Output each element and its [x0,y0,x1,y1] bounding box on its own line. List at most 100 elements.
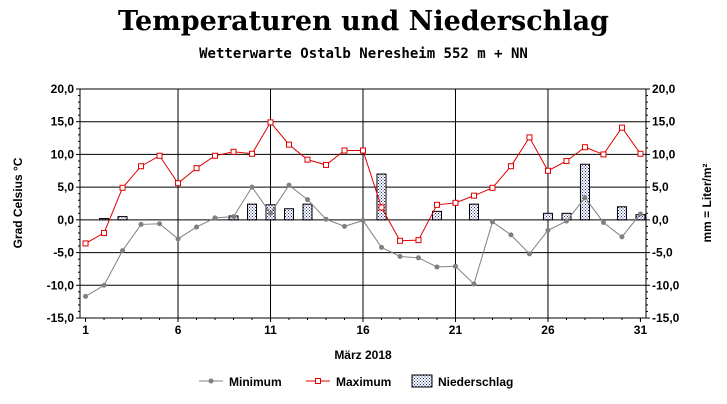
x-tick-label: 16 [356,323,370,337]
x-axis-label: März 2018 [334,348,392,362]
minimum-point [175,236,181,242]
maximum-point [323,161,330,168]
minimum-point [452,263,458,269]
minimum-point [563,218,569,224]
legend: Minimum Maximum Niederschlag [199,374,513,389]
precipitation-bar [247,203,258,221]
y2-tick-label: 20,0 [652,82,676,96]
y-tick-label: 0,0 [57,213,74,227]
minimum-point [415,255,421,261]
precipitation-bar [431,210,442,221]
minimum-point [83,293,89,299]
y-tick-label: 10,0 [51,147,75,161]
y-tick-label: 20,0 [51,82,75,96]
minimum-point [101,282,107,288]
minimum-point [526,251,532,257]
minimum-point [508,232,514,238]
y2-tick-label: -5,0 [652,246,673,260]
maximum-point [507,163,514,170]
maximum-point [489,184,496,191]
y-axis-label: Grad Celsius °C [11,157,25,248]
minimum-point [194,224,200,230]
minimum-point [286,182,292,188]
minimum-point [360,218,366,224]
precipitation-bar [542,212,553,221]
minimum-point [249,184,255,190]
x-tick-label: 11 [264,323,277,337]
minimum-point [582,195,588,201]
maximum-point [526,134,533,141]
temperature-lines [82,119,644,299]
y2-tick-label: 15,0 [652,115,676,129]
maximum-point [304,156,311,163]
legend-niederschlag-label: Niederschlag [438,375,513,389]
maximum-point [175,180,182,187]
legend-minimum-label: Minimum [229,375,282,389]
minimum-point [397,253,403,259]
maximum-point [396,237,403,244]
maximum-point [119,184,126,191]
maximum-point [600,151,607,158]
maximum-point [378,204,385,211]
maximum-point [156,152,163,159]
y2-tick-label: -10,0 [652,278,680,292]
maximum-point [286,141,293,148]
legend-maximum-label: Maximum [336,375,391,389]
minimum-point [342,223,348,229]
precipitation-bar [117,216,128,221]
minimum-point [471,281,477,287]
minimum-point [268,210,274,216]
minimum-point [120,248,126,254]
precipitation-bar [616,206,627,221]
minimum-point [600,219,606,225]
chart-title: Temperaturen und Niederschlag [118,6,609,37]
maximum-point [581,144,588,151]
y2-tick-label: -15,0 [652,311,680,325]
precipitation-bar [579,163,590,221]
maximum-point [82,240,89,247]
maximum-point [452,199,459,206]
x-tick-label: 21 [449,323,463,337]
maximum-point [341,147,348,154]
minimum-point [138,221,144,227]
minimum-point [323,216,329,222]
precipitation-bar [302,203,313,221]
maximum-point [618,124,625,131]
minimum-point [619,234,625,240]
minimum-point [157,221,163,227]
maximum-point [212,152,219,159]
minimum-point [489,219,495,225]
precipitation-bar [376,173,387,221]
x-tick-label: 6 [175,323,182,337]
legend-maximum-marker [315,378,321,384]
y2-tick-label: 5,0 [652,180,669,194]
maximum-point [267,119,274,126]
minimum-point [305,197,311,203]
maximum-point [230,148,237,155]
y2-tick-label: 0,0 [652,213,669,227]
axis-ticks: 20,0 20,0 15,0 15,0 10,0 10,0 5,0 5,0 0,0 0,0 -5,0… [47,82,680,337]
precipitation-bar [284,208,295,221]
minimum-point [545,227,551,233]
x-tick-label: 1 [82,323,89,337]
maximum-point [470,192,477,199]
x-tick-label: 31 [634,323,648,337]
maximum-point [637,150,644,157]
minimum-point [637,211,643,217]
maximum-point [138,163,145,170]
minimum-point [434,264,440,270]
minimum-point [231,214,237,220]
y-tick-label: 5,0 [57,180,74,194]
maximum-point [544,167,551,174]
y2-tick-label: 10,0 [652,147,676,161]
y-tick-label: 15,0 [51,115,75,129]
legend-minimum-marker [208,378,214,384]
maximum-point [415,237,422,244]
maximum-point [249,150,256,157]
x-tick-label: 26 [541,323,555,337]
precipitation-bar [99,218,110,221]
y2-axis-label: mm = Liter/m² [700,163,714,242]
maximum-point [563,157,570,164]
maximum-point [360,147,366,154]
